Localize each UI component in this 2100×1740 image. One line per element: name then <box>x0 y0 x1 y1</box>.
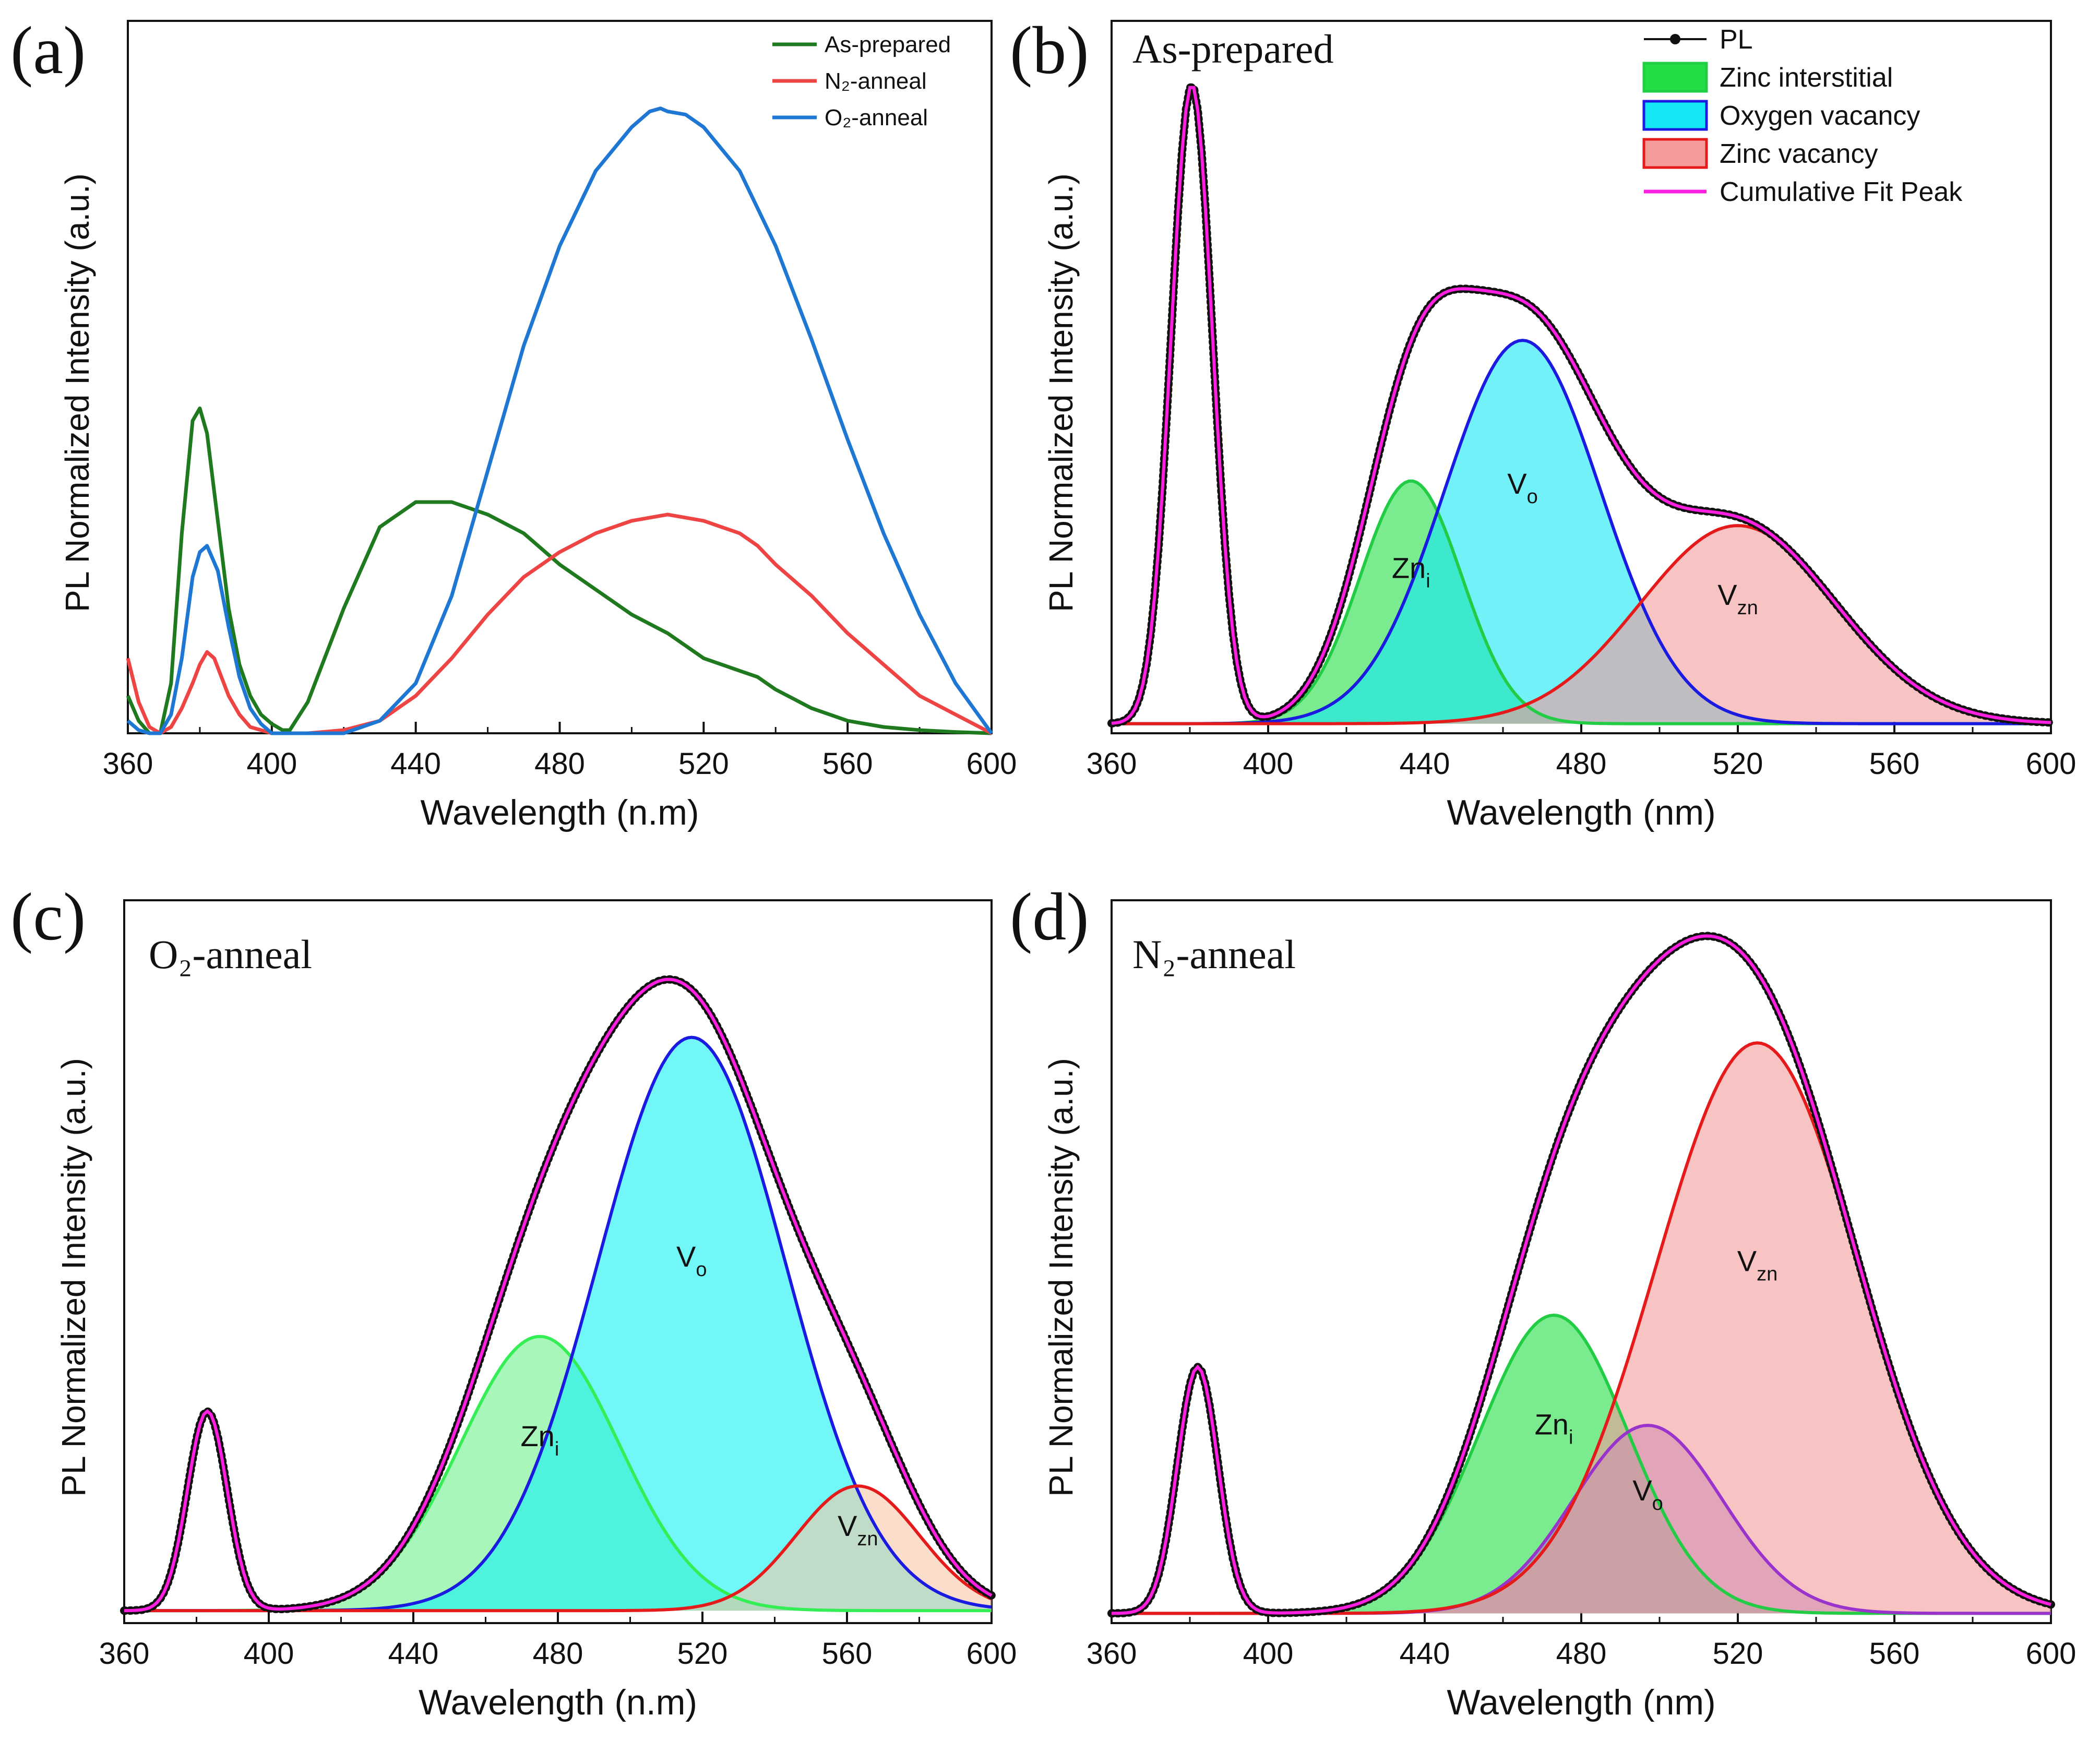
legend-swatch-b-1 <box>1642 62 1708 93</box>
x-axis-label-b: Wavelength (nm) <box>1447 793 1715 832</box>
legend-label-b-0: PL <box>1720 25 1753 55</box>
legend-label-a-2: O₂-anneal <box>825 105 928 130</box>
legend-swatch-b-3 <box>1642 138 1708 169</box>
cumulative-fit-line-b <box>1111 86 2051 725</box>
x-tick-label-b-360: 360 <box>1087 747 1137 781</box>
legend-label-a-0: As-prepared <box>825 32 951 57</box>
series-line-a-1 <box>126 513 993 735</box>
legend-label-b-1: Zinc interstitial <box>1720 63 1893 93</box>
y-axis-label-c: PL Normalized Intensity (a.u.) <box>55 1058 92 1497</box>
x-tick-label-c-600: 600 <box>967 1637 1017 1671</box>
panel-letter-a: (a) <box>10 13 86 88</box>
panel-title-c: O₂-anneal <box>149 932 312 977</box>
x-tick-label-b-600: 600 <box>2026 747 2077 781</box>
y-axis-label-b: PL Normalized Intensity (a.u.) <box>1042 173 1080 612</box>
gaussian-line-b-1 <box>1112 339 2051 725</box>
x-tick-label-b-480: 480 <box>1556 747 1607 781</box>
gaussian-fill-d-0 <box>1112 1315 2051 1614</box>
x-tick-label-a-440: 440 <box>390 747 441 781</box>
gaussian-fill-b-2 <box>1112 526 2051 724</box>
legend-marker-b-pl <box>1670 34 1680 44</box>
x-axis-label-c: Wavelength (n.m) <box>419 1683 697 1722</box>
x-tick-label-b-440: 440 <box>1400 747 1450 781</box>
x-tick-label-a-480: 480 <box>534 747 585 781</box>
legend-label-b-4: Cumulative Fit Peak <box>1720 177 1963 207</box>
x-axis-label-a: Wavelength (n.m) <box>420 793 699 832</box>
x-tick-label-a-600: 600 <box>967 747 1017 781</box>
panel-b: 360 400 440 480 520 560 600 Wavelength (nm) PL N… <box>1042 20 2077 832</box>
legend-label-b-3: Zinc vacancy <box>1720 139 1878 169</box>
y-axis-label-a: PL Normalized Intensity (a.u.) <box>58 173 96 612</box>
x-tick-label-a-400: 400 <box>246 747 297 781</box>
panel-d: 360 400 440 480 520 560 600 Wavelength (nm) PL N… <box>1042 899 2077 1722</box>
gaussian-fill-c-2 <box>124 1486 992 1611</box>
x-tick-label-c-560: 560 <box>822 1637 873 1671</box>
x-tick-label-c-400: 400 <box>244 1637 294 1671</box>
legend-swatch-b-2 <box>1642 100 1708 131</box>
x-tick-label-d-400: 400 <box>1243 1637 1294 1671</box>
panel-c: 360 400 440 480 520 560 600 Wavelength (n.m) PL … <box>55 899 1017 1722</box>
x-tick-label-c-520: 520 <box>677 1637 728 1671</box>
panel-title-d: N₂-anneal <box>1132 932 1296 977</box>
x-tick-label-d-480: 480 <box>1556 1637 1607 1671</box>
x-tick-label-c-360: 360 <box>99 1637 150 1671</box>
x-tick-label-d-360: 360 <box>1087 1637 1137 1671</box>
x-tick-label-d-600: 600 <box>2026 1637 2077 1671</box>
legend-label-b-2: Oxygen vacancy <box>1720 101 1920 131</box>
legend-label-a-1: N₂-anneal <box>825 68 927 94</box>
gaussian-fill-d-2 <box>1112 1043 2051 1614</box>
x-tick-label-b-400: 400 <box>1243 747 1294 781</box>
x-tick-label-d-440: 440 <box>1400 1637 1450 1671</box>
panel-title-b: As-prepared <box>1132 26 1333 71</box>
x-axis-label-d: Wavelength (nm) <box>1447 1683 1715 1722</box>
series-line-a-2 <box>126 106 993 735</box>
x-tick-label-a-560: 560 <box>822 747 873 781</box>
panel-letter-b: (b) <box>1010 13 1089 88</box>
x-tick-label-a-360: 360 <box>103 747 153 781</box>
panel-a: 360 400 440 480 520 560 600 Wavelength (n.m) PL … <box>58 20 1017 832</box>
x-tick-label-c-440: 440 <box>388 1637 439 1671</box>
panel-letter-d: (d) <box>1010 879 1089 955</box>
cumulative-fit-line-d <box>1111 934 2051 1615</box>
y-axis-label-d: PL Normalized Intensity (a.u.) <box>1042 1058 1080 1497</box>
gaussian-fill-c-1 <box>124 1037 992 1611</box>
panel-letter-c: (c) <box>10 879 86 955</box>
x-tick-label-b-520: 520 <box>1713 747 1763 781</box>
gaussian-fill-b-0 <box>1112 481 2051 724</box>
x-tick-label-d-560: 560 <box>1869 1637 1920 1671</box>
x-tick-label-c-480: 480 <box>533 1637 583 1671</box>
x-tick-label-a-520: 520 <box>678 747 729 781</box>
series-line-a-0 <box>126 406 992 735</box>
x-tick-label-d-520: 520 <box>1713 1637 1763 1671</box>
gaussian-fill-b-1 <box>1112 340 2051 724</box>
x-tick-label-b-560: 560 <box>1869 747 1920 781</box>
cumulative-fit-line-c <box>124 978 993 1613</box>
